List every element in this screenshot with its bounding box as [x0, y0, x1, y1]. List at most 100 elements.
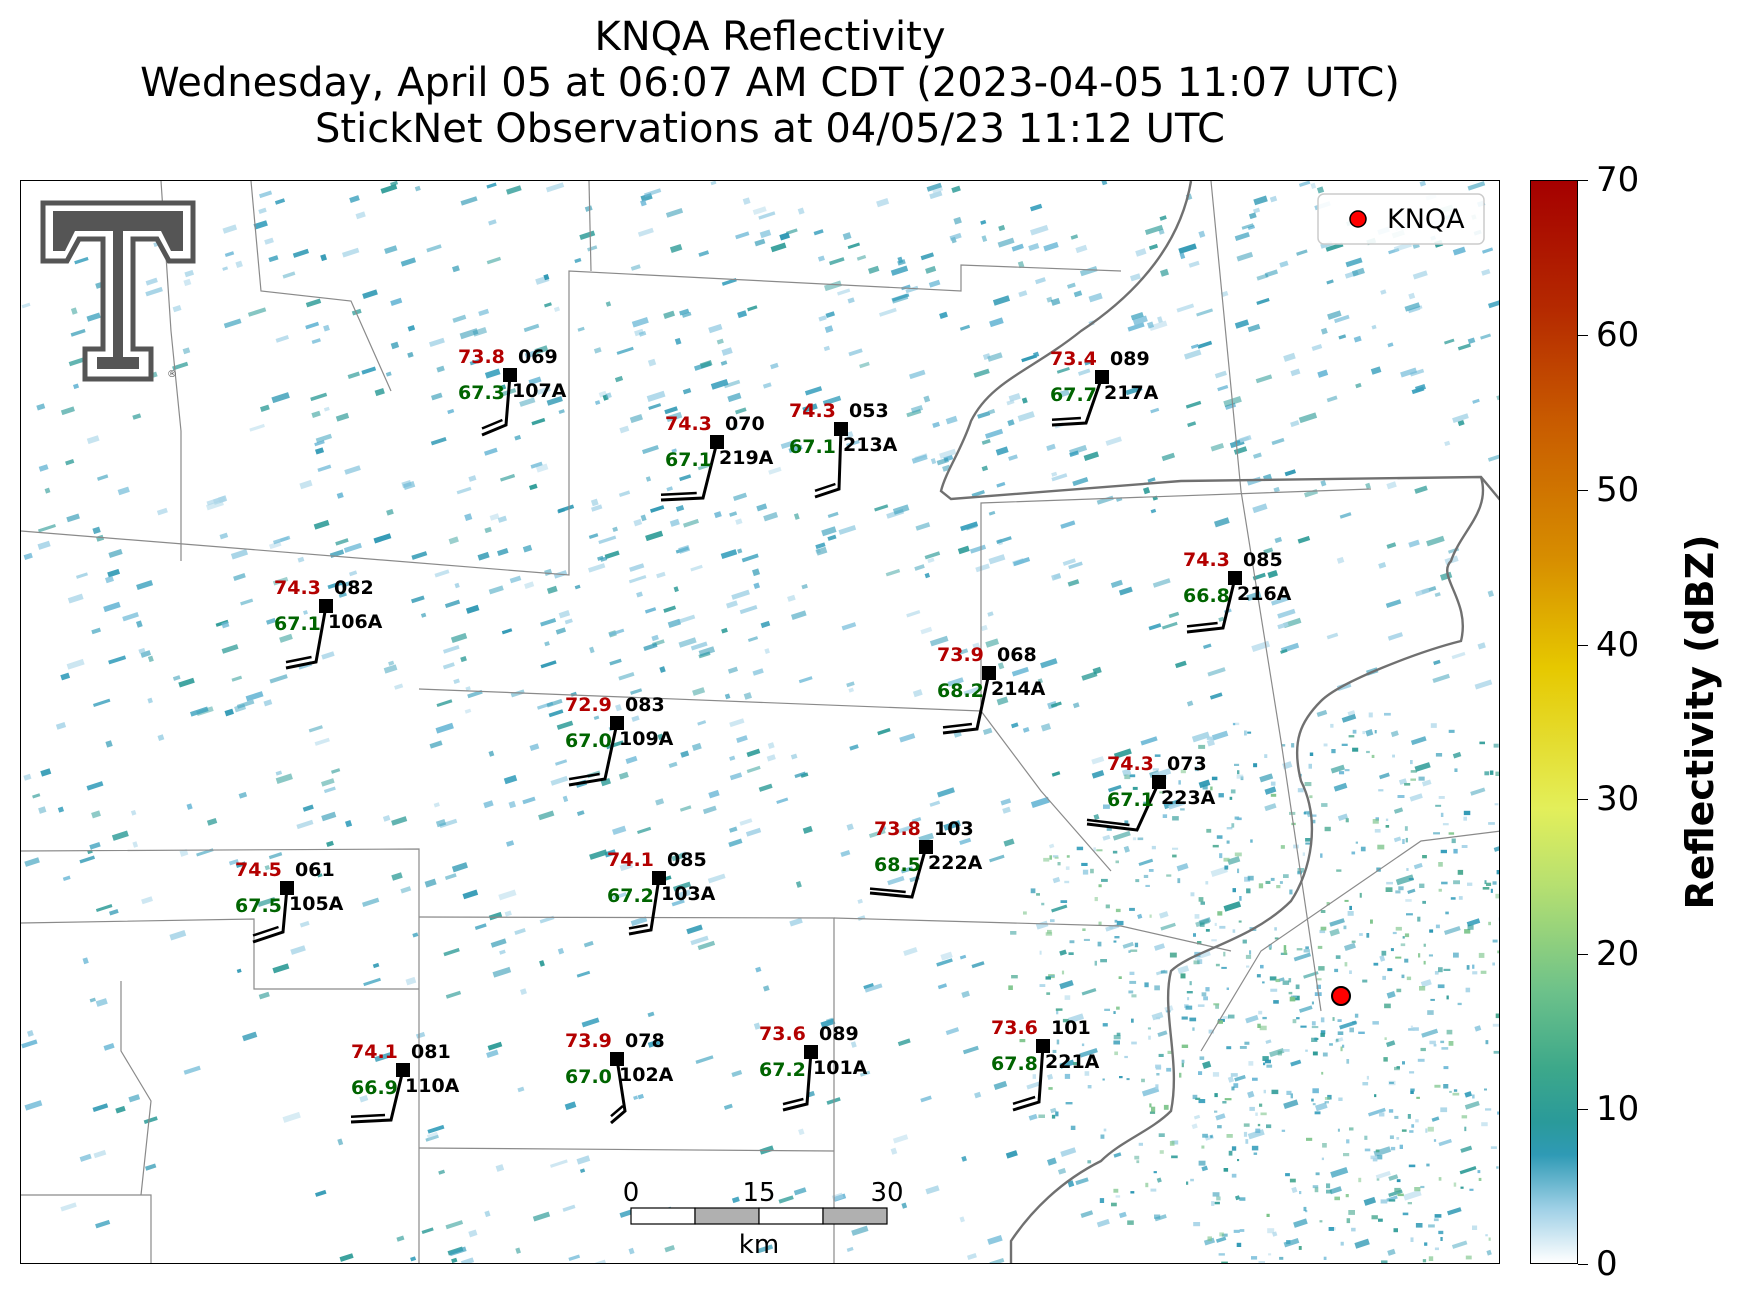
- station-marker: [1036, 1039, 1050, 1053]
- station-plot: 74.3 082 67.1 106A: [274, 577, 383, 670]
- station-dewpoint: 67.1: [665, 449, 712, 471]
- station-id: 102A: [619, 1064, 674, 1086]
- station-marker: [503, 368, 517, 382]
- station-value: 089: [1110, 348, 1150, 370]
- wind-barb: [568, 722, 619, 787]
- county-line: [418, 1147, 835, 1152]
- state-line: [1009, 476, 1485, 1263]
- station-dewpoint: 67.0: [565, 730, 612, 752]
- colorbar-tick-label: 10: [1596, 1089, 1640, 1130]
- station-value: 085: [1243, 549, 1283, 571]
- county-line: [588, 181, 592, 272]
- colorbar-tick-label: 30: [1596, 779, 1640, 820]
- station-marker: [280, 881, 294, 895]
- station-dewpoint: 67.2: [607, 885, 654, 907]
- station-dewpoint: 67.2: [759, 1059, 806, 1081]
- wind-barb-flag: [1012, 1095, 1036, 1105]
- colorbar-tick-label: 60: [1596, 314, 1640, 355]
- station-id: 213A: [843, 434, 898, 456]
- station-dewpoint: 67.1: [1107, 789, 1154, 811]
- station-marker: [1152, 775, 1166, 789]
- station-dewpoint: 67.1: [789, 436, 836, 458]
- legend-label: KNQA: [1387, 204, 1465, 235]
- scale-label-15: 15: [742, 1178, 775, 1208]
- station-dewpoint: 67.5: [235, 895, 282, 917]
- station-temperature: 72.9: [565, 694, 612, 716]
- station-id: 106A: [328, 611, 383, 633]
- station-value: 068: [997, 644, 1037, 666]
- county-line: [21, 918, 419, 990]
- wind-barb-flag: [1186, 621, 1218, 628]
- station-plot: 73.8 103 68.5 222A: [869, 818, 983, 899]
- scale-label-30: 30: [870, 1178, 903, 1208]
- station-value: 089: [819, 1023, 859, 1045]
- station-marker: [1095, 370, 1109, 384]
- station-temperature: 74.1: [607, 849, 654, 871]
- station-id: 103A: [661, 883, 716, 905]
- wind-barb: [814, 428, 843, 499]
- station-temperature: 73.6: [759, 1023, 806, 1045]
- legend-box: KNQA: [1317, 193, 1485, 245]
- wind-barb: [1012, 1045, 1045, 1112]
- colorbar-tick-label: 20: [1596, 934, 1640, 975]
- station-temperature: 74.3: [789, 400, 836, 422]
- station-value: 061: [295, 859, 335, 881]
- station-value: 053: [849, 400, 889, 422]
- knqa-site-marker: [1331, 986, 1351, 1006]
- station-temperature: 73.8: [874, 818, 921, 840]
- station-value: 073: [1167, 753, 1207, 775]
- state-line: [939, 181, 1499, 501]
- station-plot: 74.5 061 67.5 105A: [235, 859, 344, 944]
- state-boundaries: [939, 181, 1499, 1263]
- station-id: 110A: [405, 1075, 460, 1097]
- station-temperature: 74.5: [235, 859, 282, 881]
- colorbar-title: Reflectivity (dBZ): [1678, 534, 1722, 910]
- station-marker: [919, 840, 933, 854]
- county-line: [21, 1194, 152, 1263]
- station-value: 085: [667, 849, 707, 871]
- station-value: 083: [625, 694, 665, 716]
- wind-barb: [252, 887, 289, 944]
- colorbar-tick-label: 40: [1596, 624, 1640, 665]
- title-line-2: Wednesday, April 05 at 06:07 AM CDT (202…: [140, 60, 1400, 106]
- station-dewpoint: 68.2: [937, 680, 984, 702]
- colorbar-tick: [1578, 1109, 1588, 1111]
- reflectivity-colorbar: [1530, 180, 1578, 1264]
- wind-barb-flag: [869, 887, 906, 894]
- wind-barb-flag: [628, 923, 648, 930]
- station-value: 082: [334, 577, 374, 599]
- station-temperature: 73.9: [937, 644, 984, 666]
- map-canvas: 73.8 069 67.3 107A 74.3 070 67.1 219A 74.3 053 67.…: [21, 181, 1499, 1263]
- station-value: 069: [518, 346, 558, 368]
- station-temperature: 73.6: [991, 1017, 1038, 1039]
- station-plot: 74.1 085 67.2 103A: [607, 849, 716, 936]
- station-dewpoint: 67.1: [274, 613, 321, 635]
- station-plot: 73.4 089 67.7 217A: [1050, 348, 1159, 427]
- station-temperature: 74.3: [665, 413, 712, 435]
- scale-bar: 0 15 30 km: [623, 1178, 904, 1260]
- wind-barb: [350, 1069, 405, 1124]
- station-plot: 74.1 081 66.9 110A: [350, 1041, 460, 1124]
- ttu-logo: ®: [40, 200, 196, 382]
- station-temperature: 74.3: [1183, 549, 1230, 571]
- station-marker: [396, 1063, 410, 1077]
- station-dewpoint: 66.8: [1183, 585, 1230, 607]
- map-panel: 73.8 069 67.3 107A 74.3 070 67.1 219A 74.3 053 67.…: [20, 180, 1500, 1264]
- wind-barb: [285, 605, 328, 670]
- station-temperature: 73.4: [1050, 348, 1097, 370]
- station-marker: [834, 422, 848, 436]
- station-plot: 74.3 085 66.8 216A: [1183, 549, 1292, 634]
- county-line: [418, 488, 1372, 712]
- station-id: 222A: [928, 852, 983, 874]
- svg-text:®: ®: [167, 369, 177, 380]
- station-temperature: 73.8: [458, 346, 505, 368]
- station-id: 216A: [1237, 583, 1292, 605]
- colorbar-tick: [1578, 799, 1588, 801]
- county-line: [980, 710, 1112, 872]
- station-id: 217A: [1104, 382, 1159, 404]
- wind-barb-flag: [942, 722, 973, 729]
- wind-barb: [610, 1058, 627, 1125]
- station-plot: 73.9 068 68.2 214A: [937, 644, 1046, 735]
- station-id: 101A: [813, 1057, 868, 1079]
- county-line: [833, 917, 1232, 952]
